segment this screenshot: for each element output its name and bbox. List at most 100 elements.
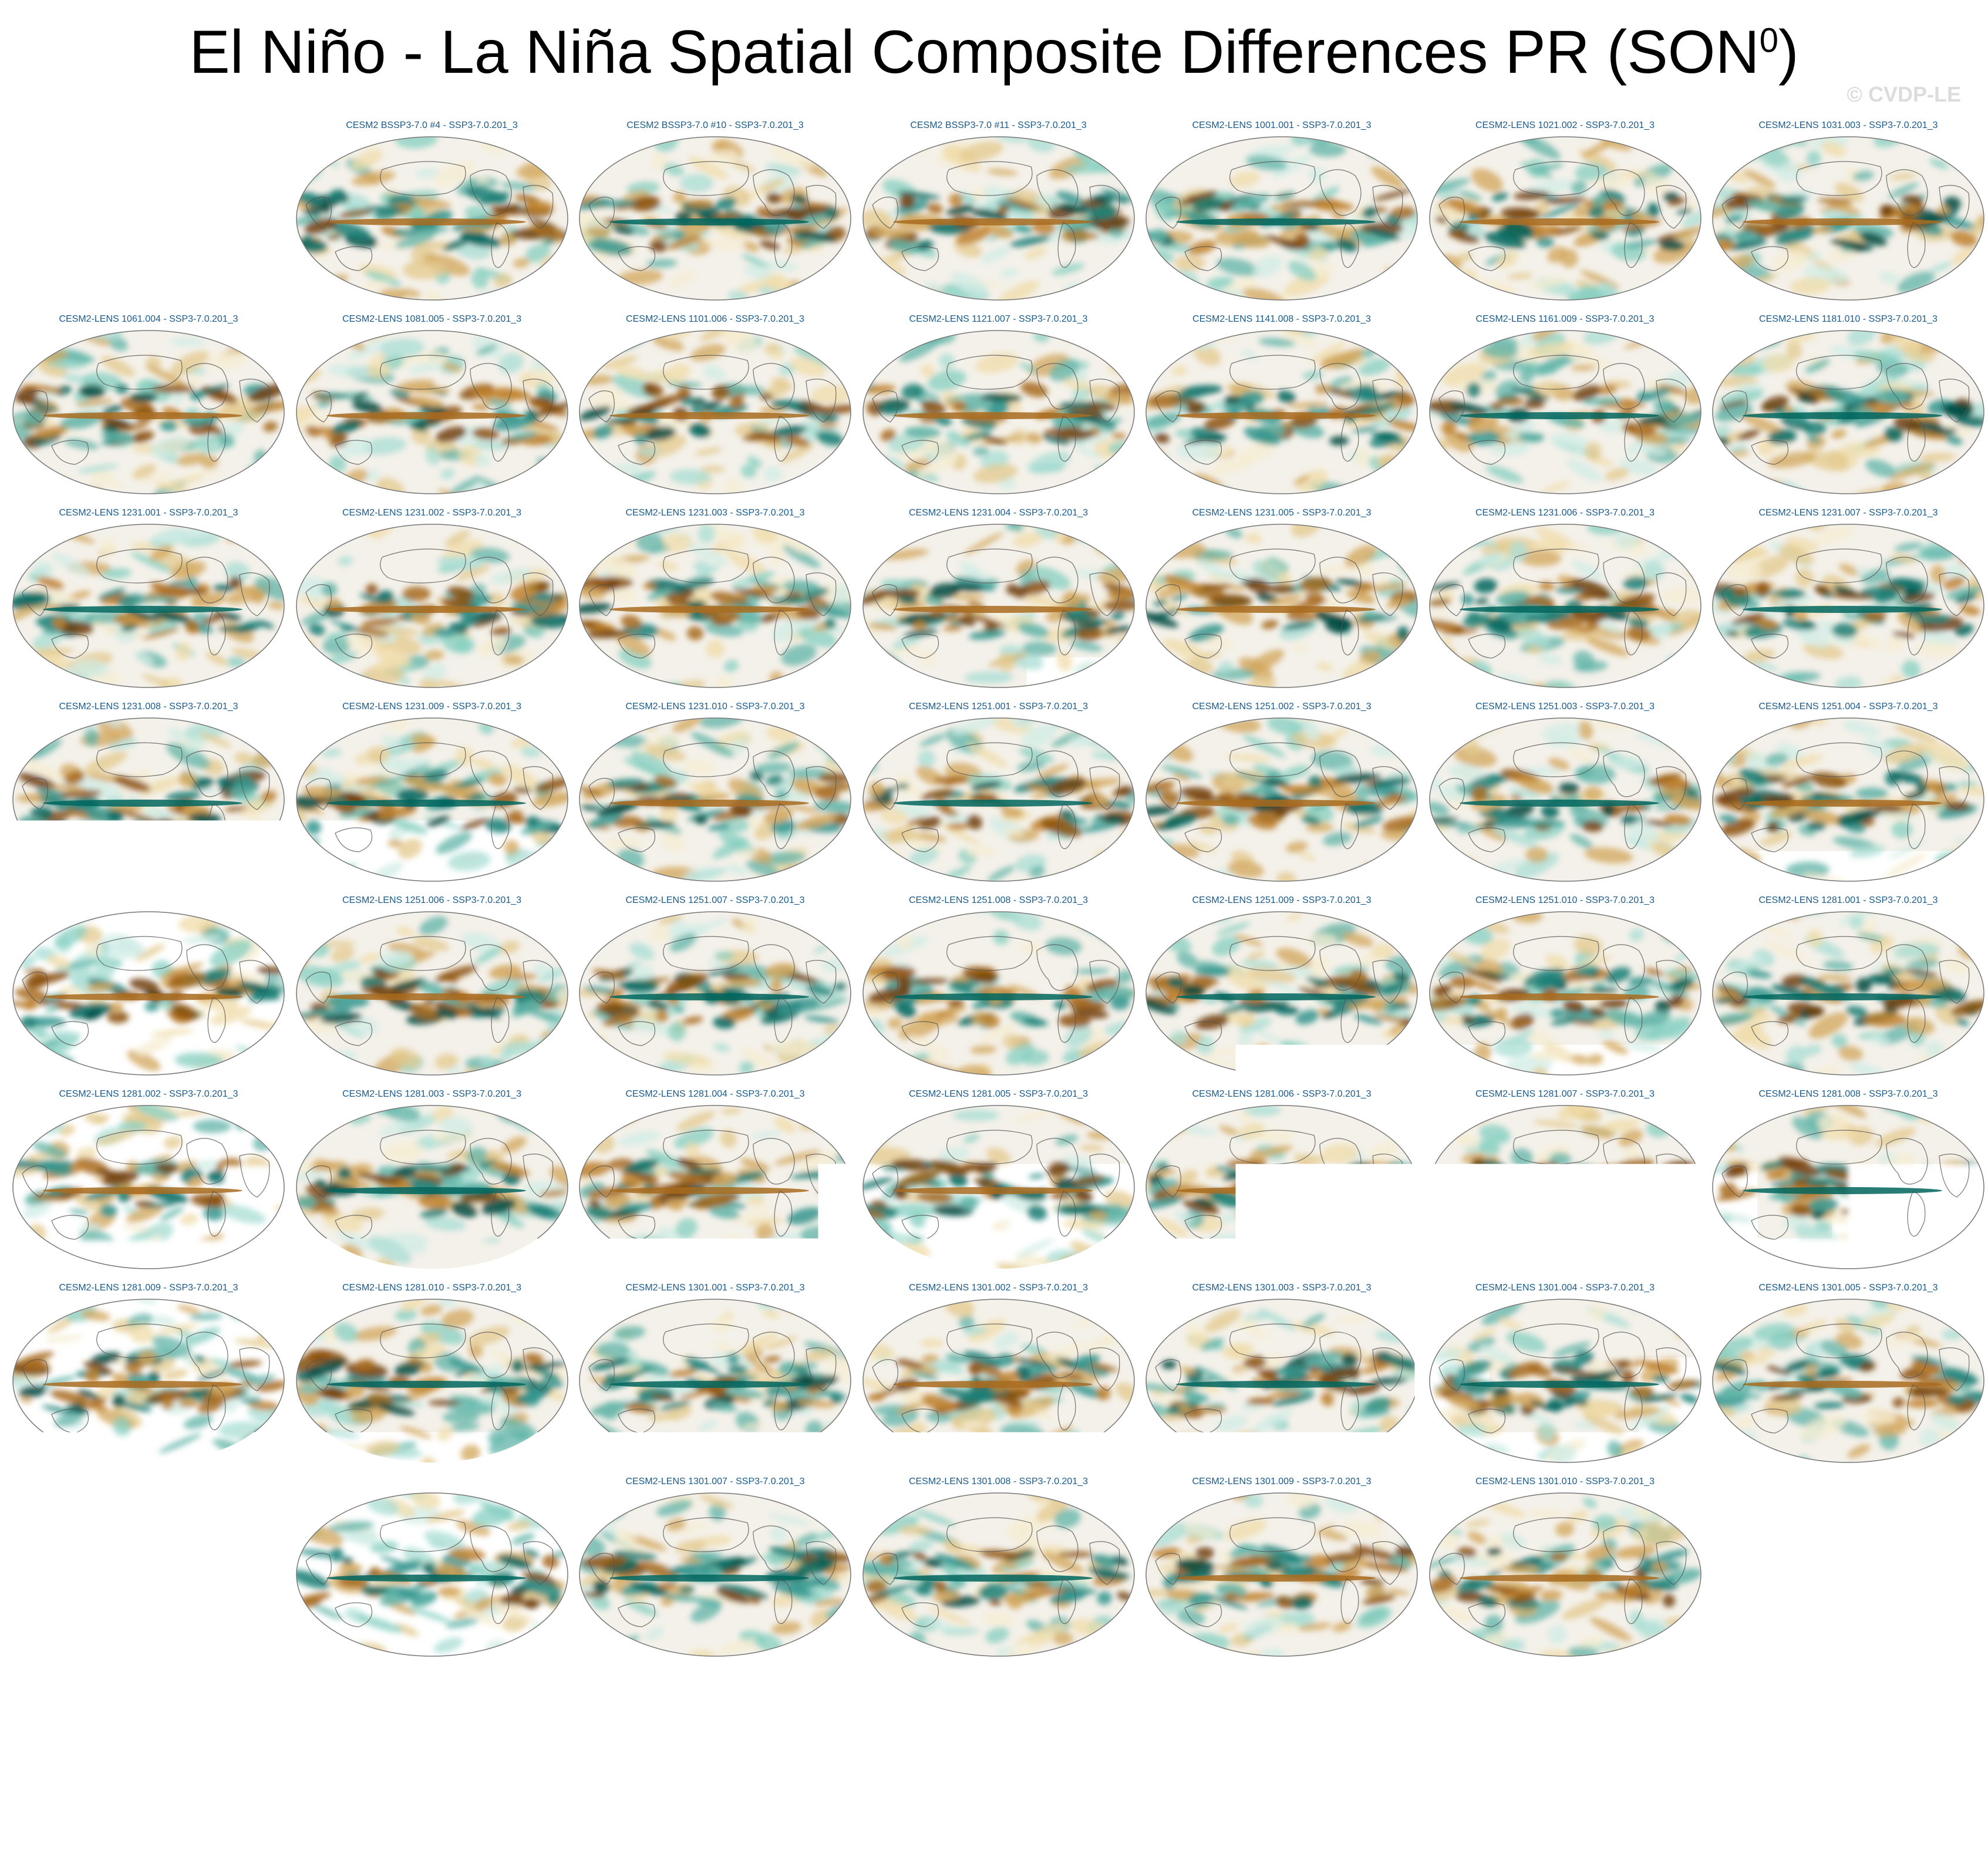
anomaly-blob: [1725, 485, 1761, 496]
anomaly-blob: [1673, 720, 1691, 736]
panel-title: CESM2-LENS 1231.009 - SSP3-7.0.201_3: [294, 702, 570, 712]
anomaly-blob: [1362, 485, 1382, 496]
anomaly-blob: [834, 328, 853, 344]
anomaly-blob: [817, 335, 834, 354]
anomaly-blob: [332, 716, 351, 727]
map-projection: [11, 328, 287, 496]
panel-title: CESM2-LENS 1281.001 - SSP3-7.0.201_3: [1710, 895, 1986, 906]
map-panel: CESM2 BSSP3-7.0 #10 - SSP3-7.0.201_3: [577, 120, 853, 302]
map-panel: CESM2-LENS 1001.001 - SSP3-7.0.201_3: [1144, 120, 1420, 302]
anomaly-blob: [1460, 865, 1491, 884]
anomaly-blob: [1672, 484, 1703, 496]
anomaly-blob: [541, 328, 564, 339]
anomaly-blob: [11, 731, 53, 738]
map-panel: CESM2-LENS 1231.001 - SSP3-7.0.201_3: [11, 508, 287, 690]
anomaly-blob: [1427, 932, 1452, 950]
map-panel: CESM2-LENS 1281.003 - SSP3-7.0.201_3: [294, 1089, 570, 1271]
map-panel: CESM2-LENS 1021.002 - SSP3-7.0.201_3: [1427, 120, 1703, 302]
map-projection: [11, 1103, 287, 1271]
anomaly-blob: [1967, 338, 1986, 365]
anomaly-blob: [800, 1103, 840, 1120]
anomaly-blob: [1369, 1052, 1402, 1064]
anomaly-blob: [1359, 1108, 1383, 1123]
anomaly-blob: [577, 523, 606, 544]
anomaly-blob: [1937, 1060, 1960, 1077]
anomaly-blob: [635, 1263, 658, 1271]
anomaly-blob: [818, 423, 838, 428]
anomaly-blob: [1377, 716, 1420, 742]
anomaly-blob: [237, 468, 278, 496]
anomaly-blob: [861, 461, 892, 489]
anomaly-blob: [65, 522, 86, 532]
panel-title: CESM2-LENS 1281.002 - SSP3-7.0.201_3: [11, 1089, 287, 1100]
anomaly-blob: [555, 720, 570, 738]
anomaly-blob: [321, 480, 356, 496]
anomaly-blob: [11, 548, 33, 567]
anomaly-blob: [1404, 341, 1420, 353]
anomaly-blob: [1188, 522, 1219, 530]
anomaly-blob: [1081, 1063, 1101, 1077]
anomaly-blob: [1089, 134, 1107, 151]
anomaly-blob: [1710, 159, 1739, 168]
map-projection: [1144, 909, 1420, 1077]
panel-title: CESM2 BSSP3-7.0 #11 - SSP3-7.0.201_3: [861, 120, 1137, 131]
anomaly-blob: [577, 865, 596, 880]
anomaly-blob: [952, 594, 985, 601]
anomaly-blob: [1111, 522, 1137, 539]
panel-title: CESM2-LENS 1231.005 - SSP3-7.0.201_3: [1144, 508, 1420, 518]
anomaly-blob: [836, 1046, 853, 1057]
map-projection: [1427, 522, 1703, 690]
anomaly-blob: [11, 926, 26, 948]
anomaly-blob: [861, 662, 880, 682]
anomaly-blob: [540, 868, 570, 884]
anomaly-blob: [796, 680, 816, 690]
anomaly-blob: [313, 393, 351, 399]
anomaly-blob: [1058, 1255, 1100, 1271]
anomaly-blob: [577, 910, 594, 928]
anomaly-blob: [1710, 522, 1748, 537]
anomaly-blob: [889, 1103, 934, 1118]
anomaly-blob: [1147, 535, 1175, 554]
map-panel: CESM2-LENS 1141.008 - SSP3-7.0.201_3: [1144, 314, 1420, 496]
anomaly-blob: [1427, 534, 1464, 551]
anomaly-blob: [11, 568, 19, 581]
anomaly-blob: [518, 1073, 540, 1077]
anomaly-blob: [1963, 847, 1986, 871]
anomaly-blob: [902, 328, 936, 343]
map-panel: CESM2-LENS 1231.004 - SSP3-7.0.201_3: [861, 508, 1137, 690]
map-projection: [861, 1103, 1137, 1271]
anomaly-blob: [1710, 845, 1741, 867]
anomaly-blob: [1144, 335, 1180, 360]
anomaly-blob: [593, 1103, 622, 1117]
anomaly-blob: [1114, 1060, 1137, 1074]
anomaly-blob: [193, 1120, 232, 1133]
panel-title: CESM2-LENS 1231.008 - SSP3-7.0.201_3: [11, 702, 287, 712]
anomaly-blob: [41, 659, 61, 676]
anomaly-blob: [1710, 271, 1732, 296]
anomaly-blob: [586, 909, 612, 921]
anomaly-blob: [544, 926, 570, 950]
anomaly-blob: [881, 1243, 899, 1253]
map-panel: CESM2-LENS 1251.006 - SSP3-7.0.201_3: [294, 895, 570, 1077]
anomaly-blob: [828, 1232, 848, 1255]
anomaly-blob: [259, 1107, 287, 1131]
panel-title: CESM2-LENS 1251.004 - SSP3-7.0.201_3: [1710, 702, 1986, 712]
map-panel: CESM2-LENS 1251.001 - SSP3-7.0.201_3: [861, 702, 1137, 884]
anomaly-blob: [861, 141, 881, 173]
panel-title: CESM2-LENS 1251.002 - SSP3-7.0.201_3: [1144, 702, 1420, 712]
anomaly-blob: [229, 328, 257, 348]
anomaly-blob: [1665, 726, 1698, 751]
panel-title: CESM2-LENS 1251.010 - SSP3-7.0.201_3: [1427, 895, 1703, 906]
anomaly-blob: [321, 488, 345, 496]
anomaly-blob: [1151, 522, 1197, 548]
anomaly-blob: [833, 716, 853, 721]
anomaly-blob: [23, 867, 65, 884]
anomaly-blob: [1171, 1253, 1209, 1271]
panel-title: CESM2-LENS 1021.002 - SSP3-7.0.201_3: [1427, 120, 1703, 131]
anomaly-blob: [577, 335, 597, 346]
anomaly-blob: [1144, 742, 1172, 761]
anomaly-blob: [294, 522, 322, 537]
map-panel: CESM2-LENS 1251.002 - SSP3-7.0.201_3: [1144, 702, 1420, 884]
anomaly-blob: [637, 522, 653, 527]
anomaly-blob: [294, 1063, 341, 1077]
